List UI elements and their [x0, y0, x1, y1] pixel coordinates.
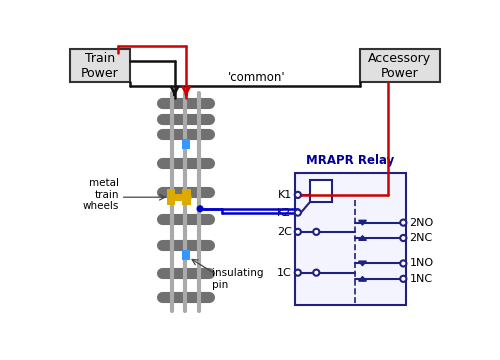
Circle shape [295, 270, 301, 276]
Polygon shape [358, 220, 366, 225]
Text: 2NC: 2NC [410, 233, 432, 243]
Circle shape [400, 276, 406, 282]
Circle shape [400, 220, 406, 226]
Text: 'common': 'common' [228, 71, 285, 84]
Text: 2C: 2C [277, 227, 291, 237]
Bar [182, 189, 191, 205]
Polygon shape [358, 236, 366, 240]
Circle shape [400, 260, 406, 266]
Text: K1: K1 [278, 190, 291, 200]
Circle shape [313, 270, 320, 276]
Text: 2NO: 2NO [410, 217, 434, 228]
Text: Accessory
Power: Accessory Power [368, 51, 432, 80]
Bar [70, 49, 130, 82]
Text: 1C: 1C [277, 267, 291, 278]
Circle shape [295, 192, 301, 198]
Text: K2: K2 [278, 208, 291, 217]
Text: 1NC: 1NC [410, 274, 432, 284]
Bar [310, 180, 332, 202]
Polygon shape [358, 276, 366, 281]
Bar [182, 139, 190, 149]
Bar [167, 189, 175, 205]
Text: MRAPR Relay: MRAPR Relay [306, 154, 394, 167]
Bar [295, 172, 406, 305]
Bar [360, 49, 440, 82]
Text: Train
Power: Train Power [81, 51, 119, 80]
Text: 1NO: 1NO [410, 258, 434, 269]
Circle shape [400, 235, 406, 241]
Text: insulating
pin: insulating pin [212, 268, 263, 289]
Polygon shape [358, 261, 366, 266]
Circle shape [295, 210, 301, 216]
Circle shape [313, 229, 320, 235]
Circle shape [198, 206, 202, 211]
Circle shape [295, 229, 301, 235]
Bar [182, 250, 190, 260]
Text: metal
train
wheels: metal train wheels [83, 178, 119, 211]
